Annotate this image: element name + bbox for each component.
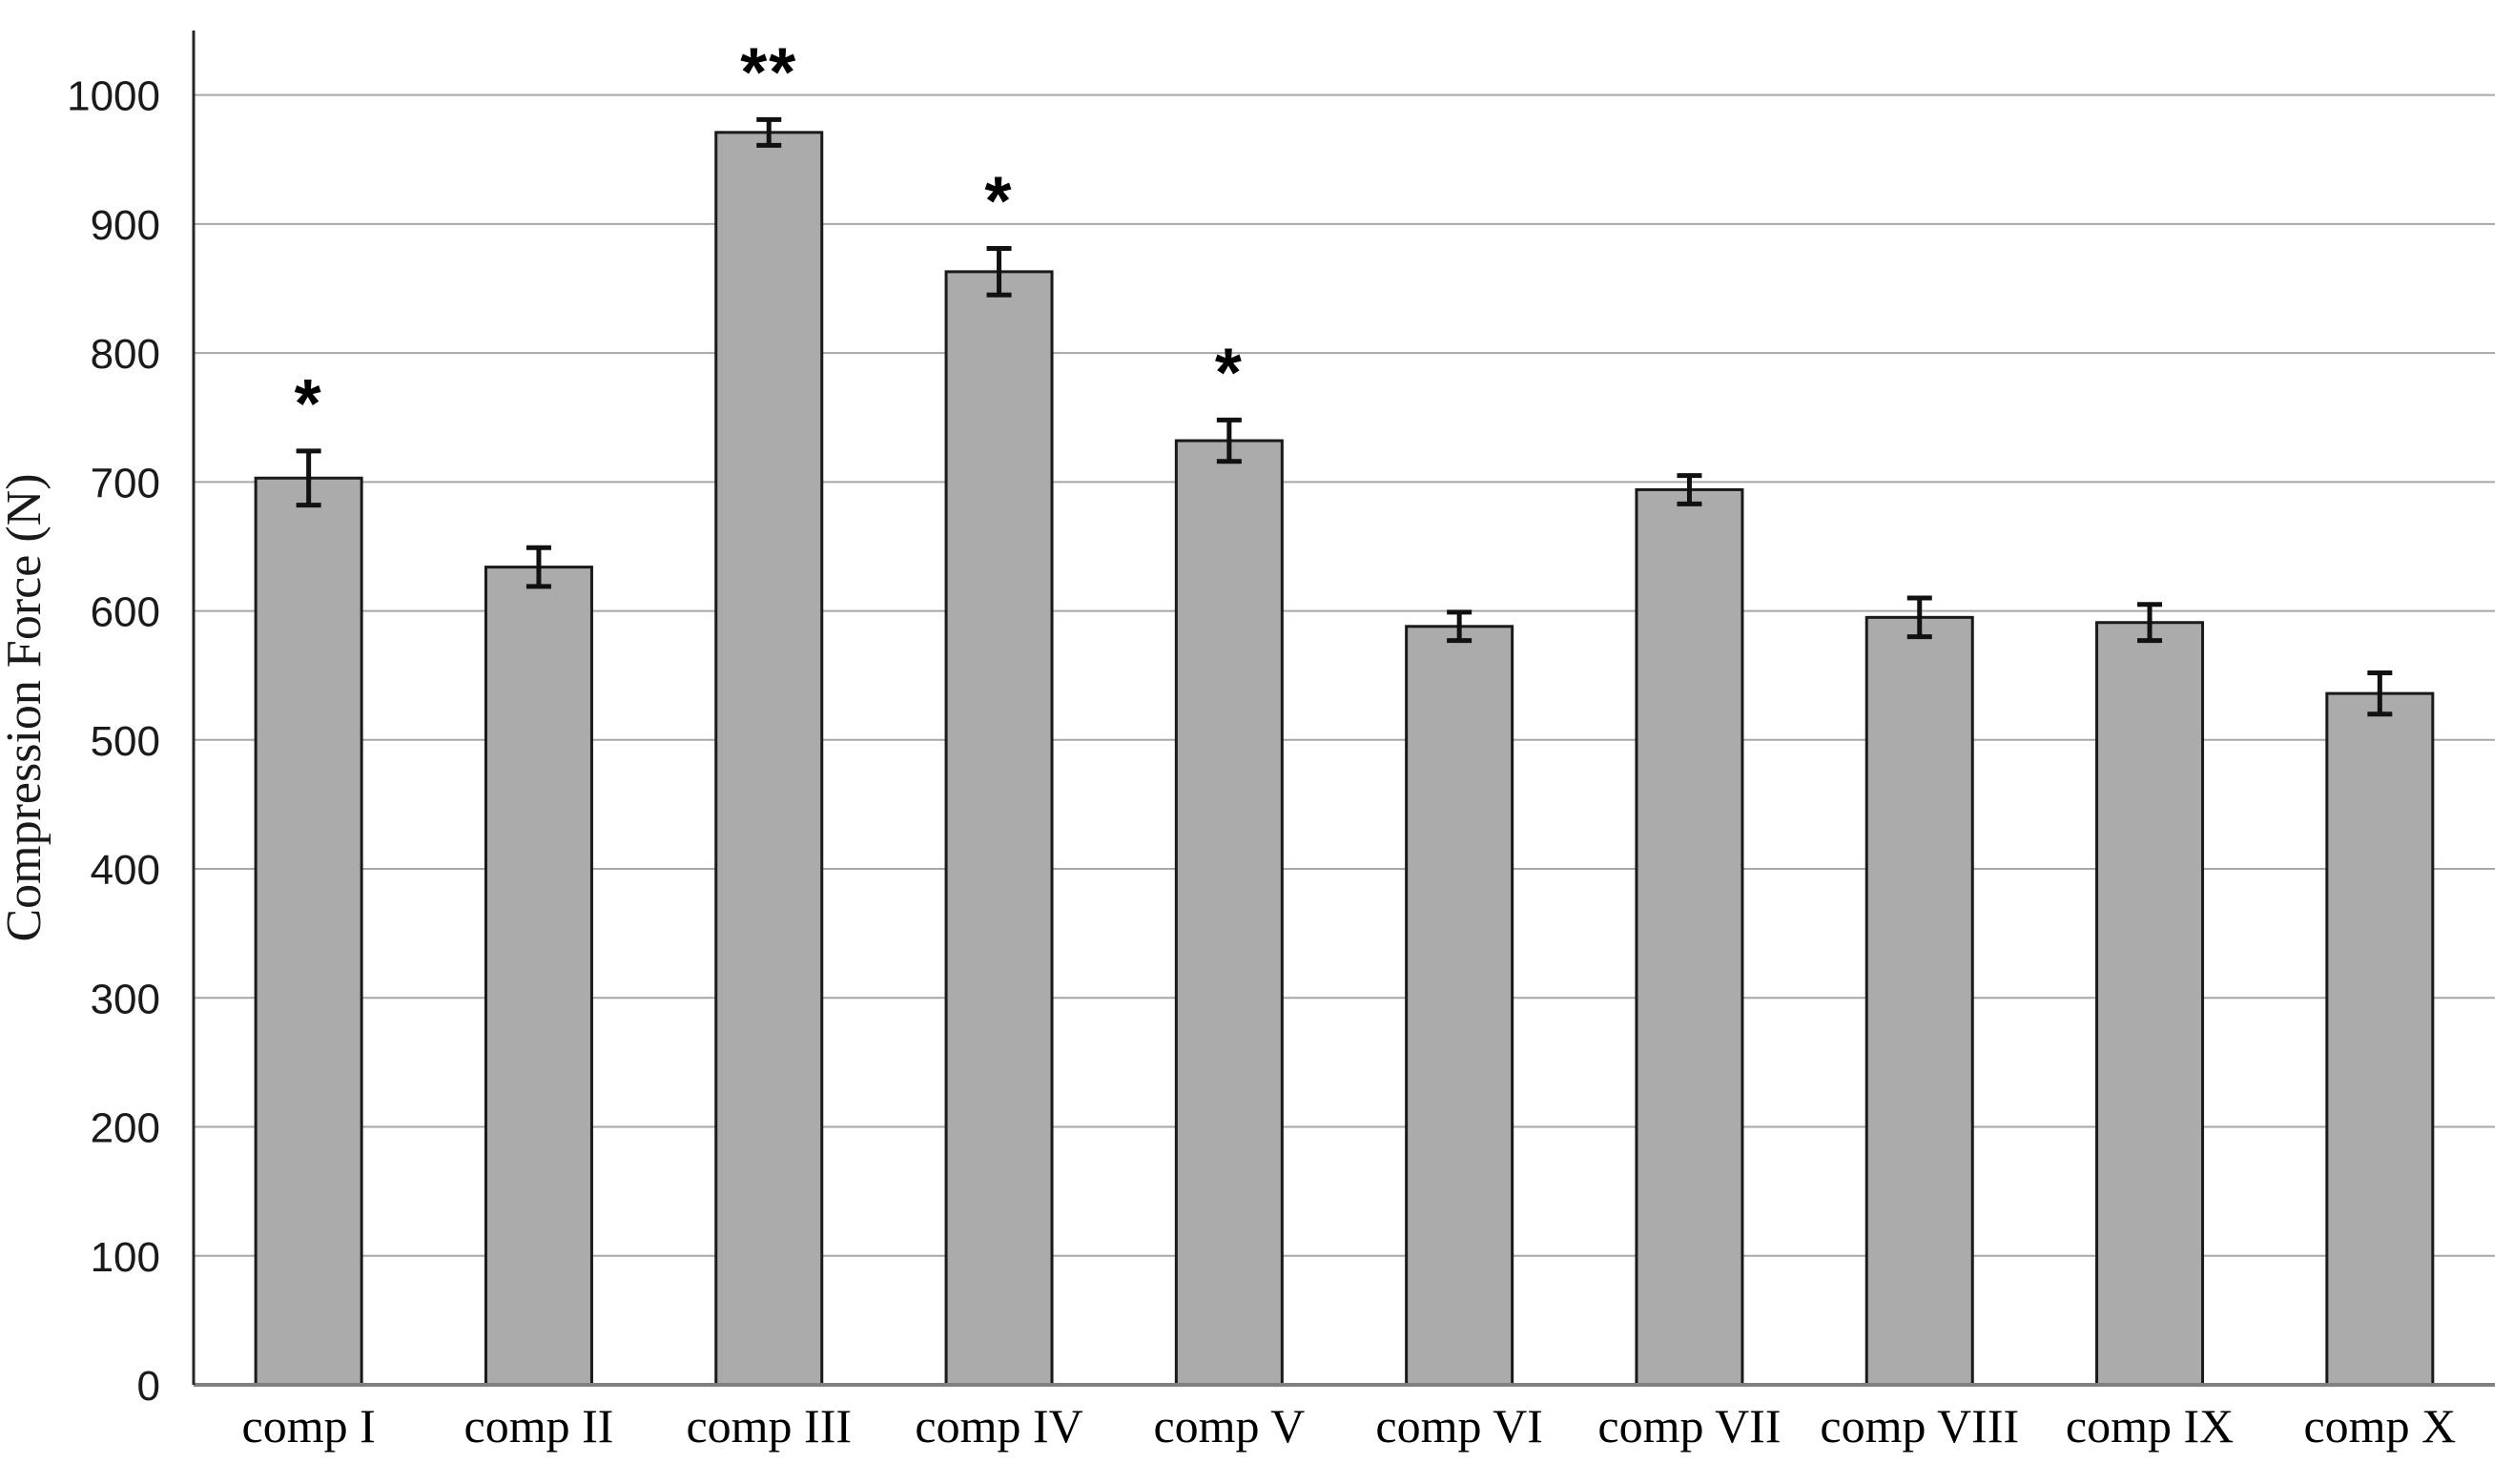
- x-label-comp-vi: comp VI: [1375, 1399, 1542, 1453]
- y-axis-title: Compression Force (N): [0, 473, 51, 941]
- y-tick-label-800: 800: [91, 331, 160, 378]
- x-axis-category-labels: comp I comp II comp III comp IV comp V comp V…: [242, 1399, 2457, 1453]
- error-bar-comp-iv: [986, 246, 1012, 298]
- x-label-comp-viii: comp VIII: [1820, 1399, 2019, 1453]
- bar-comp-i: [254, 476, 363, 1387]
- y-tick-label-900: 900: [91, 202, 160, 249]
- significance-marker-comp-iii: **: [740, 34, 797, 111]
- error-bar-comp-i: [296, 448, 321, 508]
- bar-comp-iv: [944, 270, 1054, 1387]
- y-tick-label-600: 600: [91, 589, 160, 636]
- x-label-comp-ii: comp II: [464, 1399, 614, 1453]
- error-bar-comp-ix: [2137, 602, 2163, 644]
- x-label-comp-i: comp I: [242, 1399, 376, 1453]
- bar-comp-iii: [714, 131, 824, 1387]
- error-bar-comp-ii: [525, 545, 551, 589]
- y-axis-tick-labels: 0 100 200 300 400 500 600 700 800 900 1000: [67, 73, 160, 1410]
- significance-markers-group: *****: [295, 34, 1244, 443]
- bars-group: [254, 131, 2435, 1387]
- error-bar-comp-v: [1216, 417, 1242, 464]
- bar-comp-ix: [2095, 621, 2205, 1387]
- x-label-comp-x: comp X: [2303, 1399, 2456, 1453]
- x-label-comp-ix: comp IX: [2066, 1399, 2234, 1453]
- error-bar-comp-x: [2367, 670, 2393, 717]
- x-label-comp-vii: comp VII: [1597, 1399, 1781, 1453]
- significance-marker-comp-i: *: [295, 366, 323, 443]
- error-bars-group: [296, 116, 2393, 717]
- bar-comp-vi: [1405, 625, 1514, 1387]
- significance-marker-comp-v: *: [1215, 335, 1244, 411]
- bar-comp-x: [2325, 691, 2435, 1387]
- error-bar-comp-iii: [756, 116, 782, 148]
- y-tick-label-200: 200: [91, 1105, 160, 1152]
- bar-comp-v: [1174, 439, 1284, 1387]
- y-tick-label-0: 0: [137, 1363, 160, 1410]
- error-bar-comp-vi: [1447, 609, 1473, 644]
- y-tick-label-400: 400: [91, 847, 160, 894]
- y-tick-label-700: 700: [91, 460, 160, 506]
- significance-marker-comp-iv: *: [985, 164, 1014, 240]
- x-label-comp-v: comp V: [1153, 1399, 1305, 1453]
- x-label-comp-iii: comp III: [686, 1399, 852, 1453]
- y-tick-label-300: 300: [91, 976, 160, 1022]
- bar-comp-ii: [484, 566, 593, 1387]
- x-label-comp-iv: comp IV: [915, 1399, 1082, 1453]
- bar-comp-vii: [1635, 487, 1744, 1387]
- error-bar-comp-vii: [1677, 473, 1702, 506]
- y-tick-label-100: 100: [91, 1234, 160, 1281]
- y-tick-label-500: 500: [91, 718, 160, 765]
- bar-comp-viii: [1864, 615, 1974, 1387]
- y-tick-label-1000: 1000: [67, 73, 160, 120]
- error-bar-comp-viii: [1906, 595, 1932, 640]
